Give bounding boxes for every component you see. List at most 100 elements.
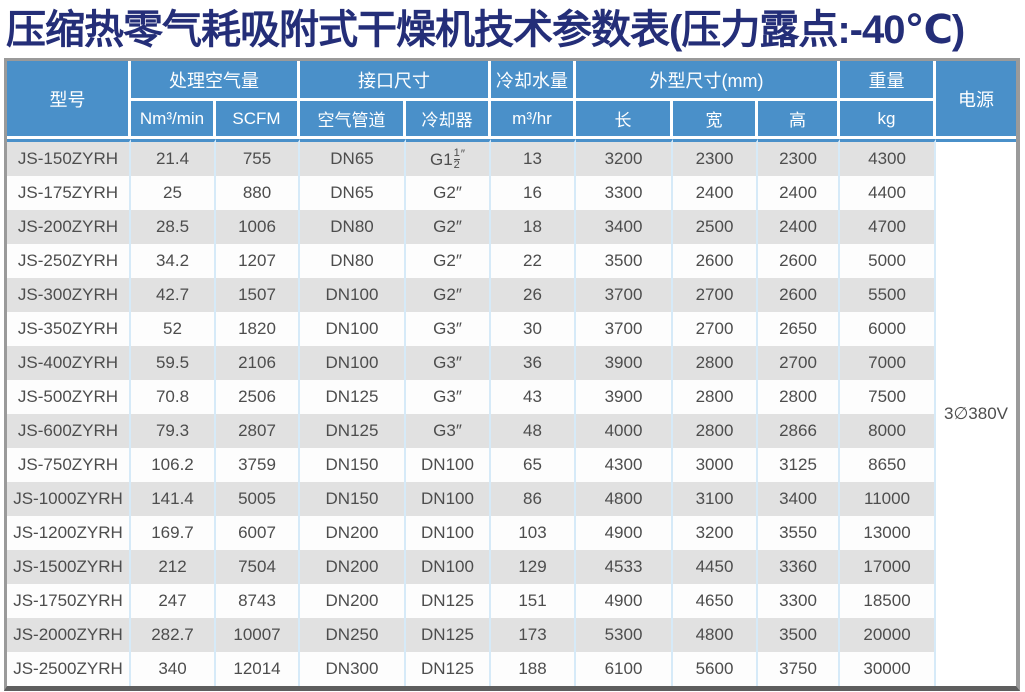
cell-model: JS-1000ZYRH [7,482,131,516]
cell-length: 4800 [576,482,673,516]
cell-cooler: G1 1 2 ″ [406,139,491,176]
header-cooling-water: 冷却水量 [491,61,576,101]
cell-weight: 17000 [840,550,937,584]
cell-nm3-per-min: 52 [131,312,216,346]
cell-length: 3300 [576,176,673,210]
cell-cooling-water: 30 [491,312,576,346]
cell-cooler: DN100 [406,550,491,584]
cell-length: 3200 [576,139,673,176]
cell-scfm: 2106 [216,346,300,380]
cell-air-pipe: DN100 [300,278,406,312]
cell-cooling-water: 65 [491,448,576,482]
header-group-row: 型号 处理空气量 接口尺寸 冷却水量 外型尺寸(mm) 重量 电源 [7,61,1017,139]
table-row: JS-400ZYRH 59.5 2106 DN100 G3″ 36 3900 2800 2700… [7,346,1016,380]
table-row: JS-200ZYRH 28.5 1006 DN80 G2″ 18 3400 2500 2400 4… [7,210,1016,244]
header-unit-cooler: 冷却器 [406,101,491,139]
cell-width: 2800 [673,346,758,380]
cell-width: 3000 [673,448,758,482]
cell-cooling-water: 22 [491,244,576,278]
cell-weight: 4300 [840,139,937,176]
table-row: JS-500ZYRH 70.8 2506 DN125 G3″ 43 3900 2800 2800… [7,380,1016,414]
cell-air-pipe: DN300 [300,652,406,686]
cell-height: 3550 [758,516,841,550]
cell-cooling-water: 188 [491,652,576,686]
header-unit-length: 长 [576,101,673,139]
table-row: JS-750ZYRH 106.2 3759 DN150 DN100 65 4300 3000 3… [7,448,1016,482]
cell-height: 3750 [758,652,841,686]
cell-length: 4000 [576,414,673,448]
cell-length: 3900 [576,380,673,414]
cell-width: 2700 [673,278,758,312]
cell-weight: 8000 [840,414,937,448]
cell-width: 2800 [673,380,758,414]
cell-height: 2600 [758,278,841,312]
cell-air-pipe: DN125 [300,380,406,414]
cell-weight: 7500 [840,380,937,414]
cell-weight: 4400 [840,176,937,210]
cell-model: JS-1500ZYRH [7,550,131,584]
cell-width: 3100 [673,482,758,516]
cell-scfm: 2506 [216,380,300,414]
cell-height: 3400 [758,482,841,516]
header-unit-m3hr: m³/hr [491,101,576,139]
cell-nm3-per-min: 70.8 [131,380,216,414]
cell-cooling-water: 129 [491,550,576,584]
cell-length: 3900 [576,346,673,380]
cell-air-pipe: DN100 [300,312,406,346]
cell-height: 2400 [758,210,841,244]
cell-cooling-water: 151 [491,584,576,618]
table-row: JS-1500ZYRH 212 7504 DN200 DN100 129 4533 4450 3… [7,550,1016,584]
table-row: JS-1750ZYRH 247 8743 DN200 DN125 151 4900 4650 3… [7,584,1016,618]
cell-width: 2300 [673,139,758,176]
cell-nm3-per-min: 34.2 [131,244,216,278]
cell-length: 3700 [576,312,673,346]
cell-nm3-per-min: 59.5 [131,346,216,380]
cell-cooler: G2″ [406,278,491,312]
cell-cooling-water: 13 [491,139,576,176]
cell-air-pipe: DN80 [300,244,406,278]
cell-air-pipe: DN200 [300,516,406,550]
cell-model: JS-1200ZYRH [7,516,131,550]
cell-cooler: G3″ [406,414,491,448]
cell-cooling-water: 26 [491,278,576,312]
cell-height: 3300 [758,584,841,618]
cell-weight: 8650 [840,448,937,482]
cell-air-pipe: DN100 [300,346,406,380]
cell-air-pipe: DN150 [300,448,406,482]
table-row: JS-150ZYRH 21.4 755 DN65 G1 1 2 ″ 13 3200 2300 2300… [7,139,1017,686]
cell-height: 2400 [758,176,841,210]
cell-cooling-water: 16 [491,176,576,210]
cell-cooler: G2″ [406,244,491,278]
cell-nm3-per-min: 106.2 [131,448,216,482]
cell-width: 2600 [673,244,758,278]
cell-length: 4300 [576,448,673,482]
cell-cooler: DN125 [406,652,491,686]
header-unit-nm3: Nm³/min [131,101,216,139]
cell-nm3-per-min: 247 [131,584,216,618]
cell-height: 3360 [758,550,841,584]
cell-weight: 5500 [840,278,937,312]
cell-cooler: G3″ [406,312,491,346]
cell-scfm: 5005 [216,482,300,516]
header-weight: 重量 [840,61,937,101]
cell-cooling-water: 48 [491,414,576,448]
cell-cooler: G2″ [406,210,491,244]
cell-cooler: G3″ [406,346,491,380]
cell-length: 4533 [576,550,673,584]
cell-nm3-per-min: 21.4 [131,139,216,176]
cell-model: JS-175ZYRH [7,176,131,210]
cell-nm3-per-min: 282.7 [131,618,216,652]
table-row: JS-2000ZYRH 282.7 10007 DN250 DN125 173 5300 48… [7,618,1016,652]
cell-model: JS-750ZYRH [7,448,131,482]
cell-height: 3125 [758,448,841,482]
header-unit-row: Nm³/min SCFM 空气管道 冷却器 m³/hr 长 宽 高 kg [7,101,1016,139]
cell-air-pipe: DN150 [300,482,406,516]
cell-model: JS-200ZYRH [7,210,131,244]
cell-cooling-water: 18 [491,210,576,244]
table-row: JS-300ZYRH 42.7 1507 DN100 G2″ 26 3700 2700 2600… [7,278,1016,312]
table-body: JS-150ZYRH 21.4 755 DN65 G1 1 2 ″ 13 3200 2300 2300… [7,139,1017,686]
cell-cooler: DN100 [406,482,491,516]
cell-scfm: 8743 [216,584,300,618]
header-model: 型号 [7,61,131,139]
cell-cooler: DN100 [406,516,491,550]
